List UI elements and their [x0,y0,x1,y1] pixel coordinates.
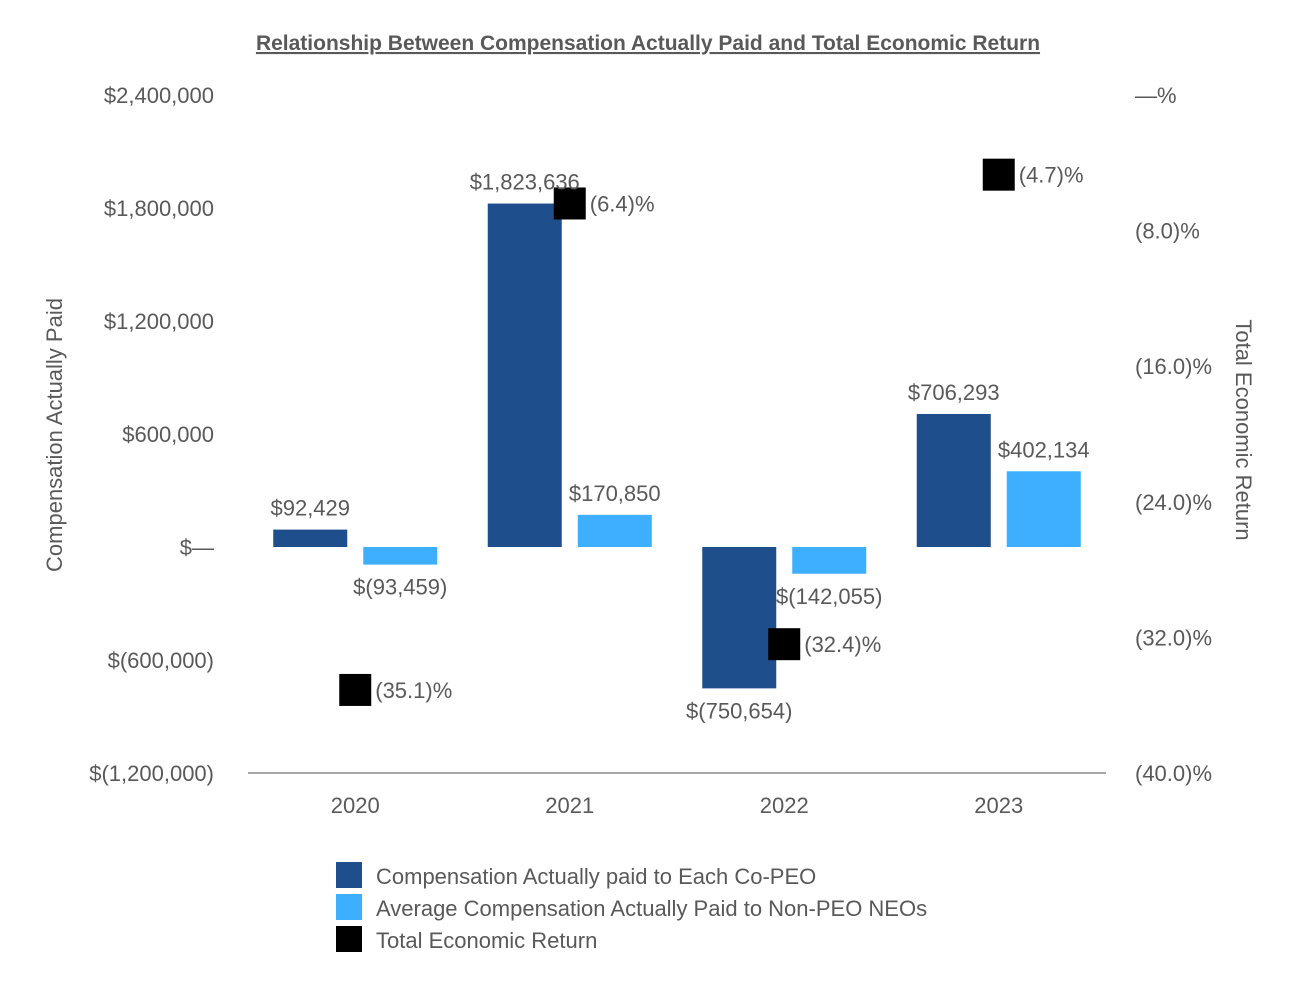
y2-tick-label: (24.0)% [1135,490,1212,515]
bar-co-peo-2023 [916,413,991,547]
y-tick-label: $(600,000) [108,648,214,673]
bar-data-label: $706,293 [908,380,1000,405]
ter-marker-2020 [339,673,372,706]
y-axis-label: Compensation Actually Paid [42,298,67,572]
bar-data-label: $(93,459) [353,575,447,600]
legend: Compensation Actually paid to Each Co-PE… [336,862,927,953]
y2-tick-label: (32.0)% [1135,625,1212,650]
bar-data-label: $92,429 [270,496,350,521]
y2-tick-label: (8.0)% [1135,219,1200,244]
ter-marker-2021 [553,187,586,220]
y-tick-label: $2,400,000 [104,83,214,108]
legend-swatch [336,862,362,888]
bar-co-peo-2020 [273,529,348,547]
x-tick-label: 2020 [331,793,380,818]
ter-marker-2022 [768,628,801,661]
ter-marker-2023 [982,158,1015,191]
ter-data-label: (4.7)% [1019,163,1084,188]
bar-data-label: $(142,055) [776,584,882,609]
bar-data-label: $170,850 [569,481,661,506]
y-tick-label: $(1,200,000) [89,761,214,786]
bar-data-label: $(750,654) [686,698,792,723]
chart-title: Relationship Between Compensation Actual… [256,32,1040,55]
bar-co-peo-2022 [702,547,777,689]
bar-non-peo-2020 [363,547,438,565]
bar-co-peo-2021 [487,203,562,547]
x-tick-label: 2021 [545,793,594,818]
bar-non-peo-2023 [1006,471,1081,547]
ter-data-label: (32.4)% [804,632,881,657]
legend-label: Total Economic Return [376,928,597,953]
bar-data-label: $1,823,636 [470,170,580,195]
y-tick-label: $600,000 [122,422,214,447]
bar-data-label: $402,134 [998,437,1090,462]
legend-swatch [336,894,362,920]
y-tick-label: $1,800,000 [104,196,214,221]
legend-label: Average Compensation Actually Paid to No… [376,896,927,921]
y2-tick-label: —% [1135,83,1177,108]
y-tick-label: $1,200,000 [104,309,214,334]
x-tick-label: 2022 [760,793,809,818]
bar-non-peo-2022 [792,547,867,574]
x-tick-label: 2023 [974,793,1023,818]
y2-tick-label: (16.0)% [1135,354,1212,379]
bar-non-peo-2021 [577,514,652,547]
ter-data-label: (6.4)% [590,191,655,216]
y2-tick-label: (40.0)% [1135,761,1212,786]
y2-axis-label: Total Economic Return [1231,319,1256,540]
ter-data-label: (35.1)% [375,678,452,703]
legend-label: Compensation Actually paid to Each Co-PE… [376,864,816,889]
y-tick-label: $— [180,535,214,560]
legend-swatch [336,926,362,952]
